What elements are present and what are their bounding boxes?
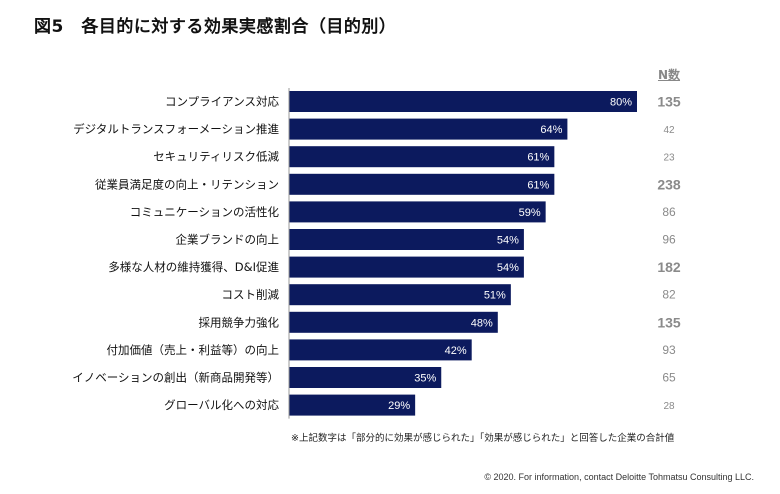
value-label: 35% bbox=[414, 373, 436, 385]
bar bbox=[289, 256, 524, 278]
value-label: 61% bbox=[527, 179, 549, 191]
category-label: 採用競争力強化 bbox=[199, 315, 280, 329]
n-value: 182 bbox=[657, 259, 681, 275]
bar bbox=[289, 284, 511, 306]
value-label: 54% bbox=[497, 262, 519, 274]
category-label: 多様な人材の維持獲得、D&I促進 bbox=[108, 260, 279, 274]
n-value: 65 bbox=[662, 371, 676, 385]
bar bbox=[289, 311, 498, 333]
n-column-header: N数 bbox=[657, 68, 681, 82]
footnote: ※上記数字は「部分的に効果が感じられた」「効果が感じられた」と回答した企業の合計… bbox=[291, 433, 675, 444]
category-label: グローバル化への対応 bbox=[164, 398, 279, 412]
n-value: 135 bbox=[657, 314, 681, 330]
value-label: 48% bbox=[471, 317, 493, 329]
chart-title: 図5 各目的に対する効果実感割合（目的別） bbox=[34, 17, 397, 37]
category-label: デジタルトランスフォーメーション推進 bbox=[73, 122, 279, 136]
copyright: © 2020. For information, contact Deloitt… bbox=[484, 472, 754, 482]
category-label: 付加価値（売上・利益等）の向上 bbox=[107, 343, 280, 357]
n-value: 23 bbox=[663, 153, 675, 164]
value-label: 64% bbox=[540, 124, 562, 136]
n-value: 238 bbox=[657, 176, 681, 192]
bar bbox=[289, 394, 416, 416]
bar bbox=[289, 229, 524, 250]
n-value: 135 bbox=[657, 94, 681, 110]
n-value: 93 bbox=[662, 343, 676, 357]
value-label: 54% bbox=[497, 235, 519, 247]
category-label: コミュニケーションの活性化 bbox=[130, 205, 280, 219]
value-label: 29% bbox=[388, 400, 410, 412]
category-label: イノベーションの創出（新商品開発等） bbox=[72, 371, 279, 385]
category-label: 企業ブランドの向上 bbox=[176, 233, 280, 247]
category-label: セキュリティリスク低減 bbox=[153, 150, 279, 164]
n-value: 96 bbox=[662, 233, 676, 247]
value-label: 51% bbox=[484, 290, 506, 302]
value-label: 61% bbox=[527, 152, 549, 164]
bar bbox=[289, 91, 637, 112]
n-value: 42 bbox=[663, 125, 675, 136]
category-label: コスト削減 bbox=[222, 288, 280, 302]
category-label: コンプライアンス対応 bbox=[165, 95, 279, 109]
bar bbox=[289, 201, 546, 223]
bar bbox=[289, 367, 442, 388]
bar bbox=[289, 339, 472, 361]
value-label: 59% bbox=[519, 207, 541, 219]
bar bbox=[289, 118, 568, 140]
bar bbox=[289, 146, 555, 168]
bar bbox=[289, 173, 555, 195]
category-label: 従業員満足度の向上・リテンション bbox=[95, 177, 279, 191]
value-label: 42% bbox=[445, 345, 467, 357]
value-label: 80% bbox=[610, 97, 632, 109]
n-value: 86 bbox=[662, 205, 676, 219]
n-value: 82 bbox=[662, 288, 676, 302]
n-value: 28 bbox=[663, 401, 675, 412]
